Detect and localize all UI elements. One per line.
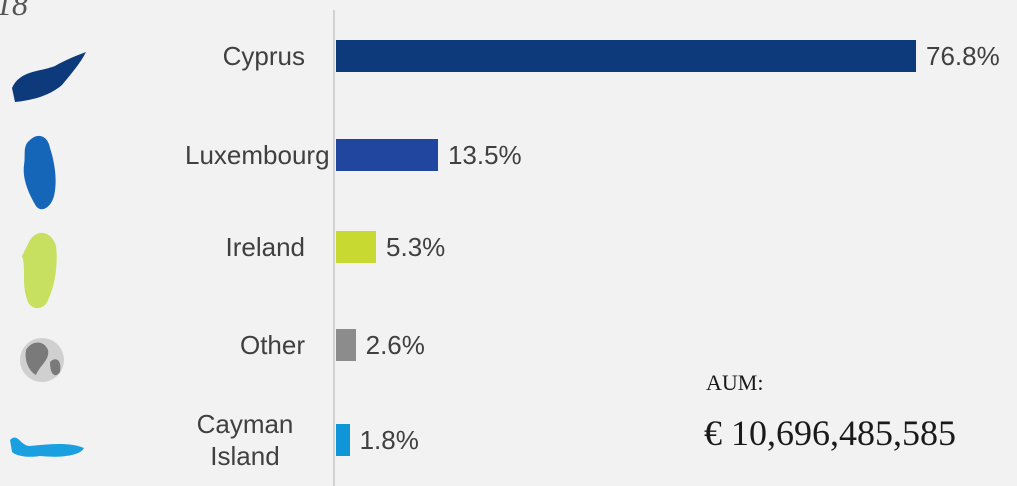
- globe-land: [25, 342, 61, 376]
- category-label: Other: [239, 330, 305, 360]
- cayman-icon: [10, 437, 84, 457]
- value-label: 76.8%: [926, 41, 1000, 71]
- annotation: € 10,696,485,585: [704, 413, 956, 453]
- annotation: AUM:: [706, 370, 764, 395]
- bar: [336, 424, 350, 456]
- value-label: 2.6%: [365, 330, 425, 360]
- cyprus-icon: [12, 52, 86, 102]
- value-label: 13.5%: [447, 140, 522, 170]
- ireland-icon: [22, 232, 57, 309]
- category-label: Luxembourg: [185, 140, 330, 170]
- bar: [336, 329, 356, 361]
- chart-title: 18: [0, 0, 28, 22]
- bar: [336, 139, 438, 171]
- value-label: 5.3%: [386, 232, 446, 262]
- luxembourg-icon: [23, 135, 56, 210]
- category-label: Cyprus: [222, 41, 305, 71]
- value-label: 1.8%: [359, 425, 419, 455]
- bar: [336, 40, 916, 72]
- category-label: Ireland: [225, 232, 306, 262]
- bar: [336, 231, 377, 263]
- category-label: Cayman Island: [196, 409, 294, 471]
